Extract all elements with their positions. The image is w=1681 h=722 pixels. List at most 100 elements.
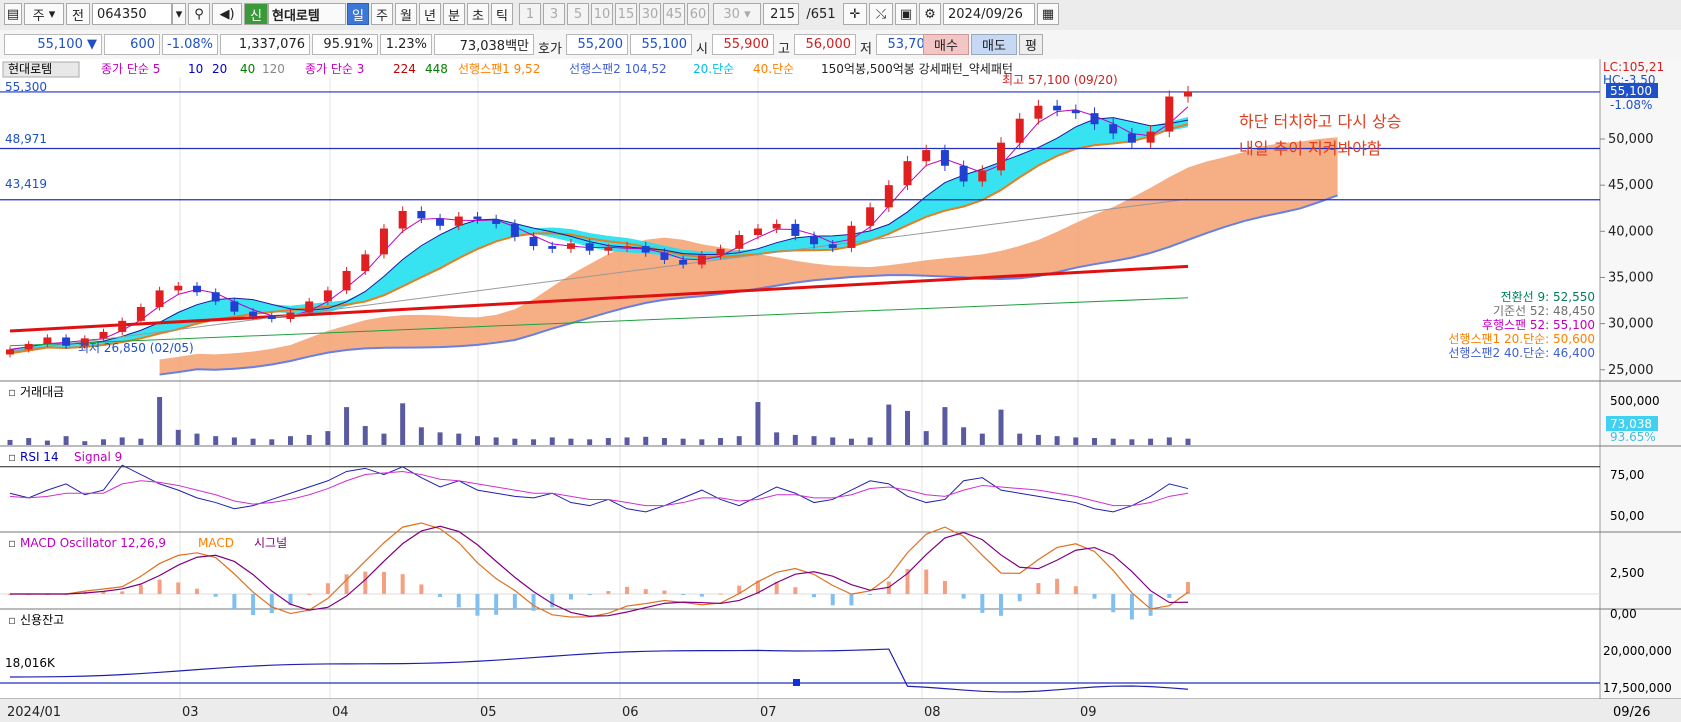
eval-button[interactable]: 평 <box>1019 34 1043 55</box>
macd-histogram-bar <box>232 594 237 610</box>
volume-bar <box>1035 434 1041 445</box>
num-15[interactable]: 15 <box>615 3 637 25</box>
interval-select[interactable]: 30 ▾ <box>713 3 761 25</box>
lc-label: LC:105,21 <box>1603 60 1664 74</box>
ribbon-area <box>10 116 1188 354</box>
macd-histogram-bar <box>307 593 312 595</box>
stock-chart[interactable]: 50,000 45,000 40,000 35,000 30,000 25,000 현대로… <box>0 59 1681 722</box>
date-input[interactable]: 2024/09/26 <box>943 3 1035 25</box>
macd-histogram-bar <box>1167 594 1172 598</box>
candle-body <box>43 337 52 344</box>
trend-tool-icon[interactable]: ⤯ <box>869 3 893 25</box>
ma20-line <box>9 117 1189 350</box>
volume-bar <box>961 427 967 445</box>
candle-body <box>866 207 875 226</box>
search-icon[interactable]: ⚲ <box>188 3 210 25</box>
volume-bar <box>736 436 742 445</box>
horizontal-lines <box>0 91 1600 201</box>
num-1[interactable]: 1 <box>519 3 541 25</box>
legend-ma448: 448 <box>425 62 448 76</box>
macd-histogram-bar <box>980 594 985 613</box>
period-tick[interactable]: 틱 <box>491 3 513 25</box>
save-icon[interactable]: ▣ <box>895 3 917 25</box>
volume-bar <box>325 431 331 445</box>
macd-histogram-bar <box>849 594 854 606</box>
volume-bar <box>194 433 200 445</box>
num-30[interactable]: 30 <box>639 3 661 25</box>
num-3[interactable]: 3 <box>543 3 565 25</box>
calendar-icon[interactable]: ▦ <box>1037 3 1059 25</box>
low-field: 53,700 <box>876 34 938 55</box>
price-tag-pct: -1.08% <box>1610 98 1652 112</box>
candle-body <box>847 225 856 248</box>
x-tick-label: 03 <box>182 705 199 720</box>
volume-bar <box>661 438 667 445</box>
stock-code-input[interactable]: 064350 <box>92 3 172 25</box>
volume-bar <box>979 433 985 445</box>
macd-histogram-bar <box>942 580 947 594</box>
moving-average-lines <box>9 106 1189 355</box>
volume-bars <box>7 397 1191 445</box>
macd-histogram-bar <box>812 594 817 598</box>
price-tick-label: 40,000 <box>1608 224 1654 239</box>
num-10[interactable]: 10 <box>591 3 613 25</box>
layout-icon[interactable]: ▤ <box>4 3 22 25</box>
min-label: 최저 26,850 (02/05) <box>78 341 194 355</box>
period-month[interactable]: 월 <box>395 3 417 25</box>
volume-bar <box>811 436 817 445</box>
period-second[interactable]: 초 <box>467 3 489 25</box>
volume-bar <box>867 437 873 445</box>
candle-body <box>884 185 893 208</box>
volume-bar <box>418 427 424 445</box>
candle-body <box>80 338 89 346</box>
candle-body <box>660 252 669 260</box>
bid-field: 55,100 <box>630 34 692 55</box>
volume-bar <box>119 437 125 445</box>
candle-body <box>1127 133 1136 143</box>
candle-body <box>379 228 388 255</box>
candle-body <box>24 343 33 350</box>
period-day[interactable]: 일 <box>347 3 369 25</box>
candle-body <box>230 301 239 312</box>
volume-bar <box>680 438 686 445</box>
ichimoku-value: 기준선 52: 48,450 <box>1493 304 1595 318</box>
macd-histogram-bar <box>400 574 405 594</box>
sell-button[interactable]: 매도 <box>971 34 1017 55</box>
volume-bar <box>157 397 163 445</box>
period-year[interactable]: 년 <box>419 3 441 25</box>
gear-icon[interactable]: ⚙ <box>919 3 941 25</box>
period-week[interactable]: 주 <box>371 3 393 25</box>
sound-icon[interactable]: ◀) <box>212 3 242 25</box>
volume-bar <box>63 436 69 445</box>
candle-body <box>566 243 575 249</box>
type-select[interactable]: 주 ▾ <box>24 3 64 25</box>
macd-tick-2500: 2,500 <box>1610 566 1644 580</box>
volume-bar <box>493 437 499 445</box>
high-label: 고 <box>778 42 790 57</box>
code-dropdown-icon[interactable]: ▾ <box>172 3 186 25</box>
price-tick-label: 45,000 <box>1608 178 1654 193</box>
prefix-select[interactable]: 전 <box>66 3 90 25</box>
num-45[interactable]: 45 <box>663 3 685 25</box>
volume-bar <box>269 439 275 445</box>
volume-bar <box>905 410 911 445</box>
candle-body <box>922 150 931 162</box>
volume-bar <box>1017 433 1023 445</box>
num-5[interactable]: 5 <box>567 3 589 25</box>
price-axis: 50,000 45,000 40,000 35,000 30,000 25,000 <box>1600 132 1654 378</box>
macd-signal-line <box>10 525 1189 617</box>
legend-ma224: 224 <box>393 62 416 76</box>
candle-body <box>398 211 407 229</box>
candle-body <box>155 290 164 307</box>
macd-histogram-bar <box>363 571 368 594</box>
num-60[interactable]: 60 <box>687 3 709 25</box>
high-field: 56,000 <box>794 34 856 55</box>
period-minute[interactable]: 분 <box>443 3 465 25</box>
buy-button[interactable]: 매수 <box>923 34 969 55</box>
count-input[interactable]: 215 <box>763 3 799 25</box>
crosshair-icon[interactable]: ✛ <box>843 3 867 25</box>
x-axis-end: 09/26 <box>1613 705 1650 720</box>
macd-histogram-bar <box>1017 594 1022 602</box>
macd-histogram-bar <box>718 593 723 595</box>
volume-bar <box>605 438 611 445</box>
